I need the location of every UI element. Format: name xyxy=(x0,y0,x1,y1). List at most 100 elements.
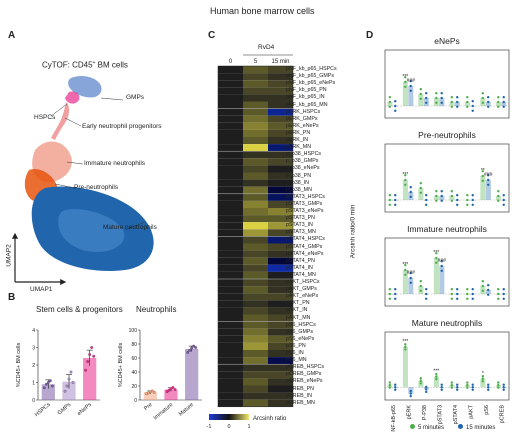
heatmap-cell-28-2 xyxy=(268,264,293,272)
panel-d-point-0-4-1-1 xyxy=(456,100,459,104)
panel-d-point-2-1-0-0 xyxy=(404,273,407,276)
panel-d-point-2-0-0-1 xyxy=(388,292,392,296)
heatmap-row-label: p_p38_MN xyxy=(286,186,312,193)
heatmap-cell-29-0 xyxy=(218,271,243,279)
heatmap-row-label: pSTAT3_eNePs xyxy=(286,208,324,214)
legend-15min-swatch xyxy=(458,424,463,429)
heatmap-row-label: pAKT_MN xyxy=(286,314,311,321)
panel-d-point-0-6-1-1 xyxy=(487,100,490,104)
heatmap-col-label-1: 5 xyxy=(254,59,258,65)
heatmap-row-label: pSTAT3_PN xyxy=(286,215,315,222)
umap-pointer-hspcs xyxy=(50,103,68,117)
heatmap-cell-31-2 xyxy=(268,286,293,294)
panel-d-bar-0-1-0 xyxy=(402,82,408,106)
heatmap-row-label: pNF_kb_p65_PN xyxy=(286,87,327,94)
panel-d-bar-2-6-1 xyxy=(485,290,491,294)
panel-d-point-0-0-0-1 xyxy=(388,100,392,104)
stem-ylabel: %CD45+ BM cells xyxy=(16,343,22,388)
umap-label-mature: Mature neutrophils xyxy=(103,224,157,231)
panel-d-bar-1-4-0 xyxy=(449,196,455,200)
panel-d-point-1-6-1-2 xyxy=(487,174,490,177)
stem-point-2-0 xyxy=(84,368,88,372)
panel-d-point-1-1-1-1 xyxy=(409,190,412,194)
colorbar-label: Arcsinh ratio xyxy=(253,416,287,422)
heatmap-cell-14-2 xyxy=(268,165,293,173)
panel-d-bar-3-1-0 xyxy=(402,346,408,388)
heatmap-header: RvD4 xyxy=(258,44,275,51)
heatmap-cell-35-2 xyxy=(268,314,293,322)
heatmap-row-label: pSTAT4_PN xyxy=(286,257,315,264)
heatmap-row-label: pS6_IN xyxy=(286,350,304,356)
heatmap-cell-20-0 xyxy=(218,208,243,216)
heatmap-cell-17-0 xyxy=(218,186,243,194)
neut-point-1-0 xyxy=(165,390,169,393)
chart-stem-cells: 0 1 2 3 4 %CD45+ BM cells HSPCs GMPs eNePs xyxy=(16,328,100,418)
heatmap-cell-16-1 xyxy=(243,179,268,187)
panel-d-point-2-1-1-0 xyxy=(409,281,412,284)
panel-d-bar-1-6-0 xyxy=(480,176,486,200)
panel-d-sig-0-1-0: *** xyxy=(402,74,408,80)
panel-d-point-1-1-1-0 xyxy=(409,195,412,198)
neut-point-2-2 xyxy=(190,346,194,350)
heatmap-cell-43-2 xyxy=(268,371,293,379)
neut-point-0-4 xyxy=(152,390,156,394)
heatmap-row-label: p_p38_PN xyxy=(286,172,312,179)
panel-d-point-2-2-1-2 xyxy=(425,288,428,291)
heatmap-row-label: p_p38_HSPCs xyxy=(286,151,322,158)
heatmap-cell-1-0 xyxy=(218,73,243,81)
heatmap-cell-36-1 xyxy=(243,321,268,329)
heatmap-cell-27-2 xyxy=(268,257,293,265)
panel-d-point-1-0-0-2 xyxy=(388,194,392,197)
legend-5min-swatch xyxy=(410,424,415,429)
panel-d-point-3-0-1-0 xyxy=(394,388,397,391)
panel-d-point-0-4-1-0 xyxy=(456,105,459,109)
heatmap-cell-26-1 xyxy=(243,250,268,258)
heatmap-cell-10-1 xyxy=(243,137,268,145)
heatmap-cell-38-0 xyxy=(218,335,243,343)
panel-d-point-1-2-1-0 xyxy=(425,203,428,206)
neut-point-0-3 xyxy=(150,389,154,393)
stem-xtick-label-1: GMPs xyxy=(57,402,73,417)
heatmap-cell-39-1 xyxy=(243,342,268,350)
figure-title: Human bone marrow cells xyxy=(210,6,315,16)
neut-bar-1 xyxy=(164,389,178,400)
panel-d-point-1-0-0-1 xyxy=(388,198,392,202)
panel-d-point-2-0-0-2 xyxy=(388,288,392,291)
panel-d-point-1-1-0-2 xyxy=(404,174,407,177)
stem-point-2-4 xyxy=(92,354,96,358)
panel-d-point-2-6-1-1 xyxy=(487,288,490,292)
heatmap-cell-16-2 xyxy=(268,179,293,187)
heatmap-cell-19-2 xyxy=(268,200,293,208)
panel-d-point-2-1-1-1 xyxy=(409,276,412,280)
panel-d-point-1-4-0-0 xyxy=(450,199,454,202)
heatmap-row-label: pAKT_PN xyxy=(286,300,310,307)
panel-d-point-2-3-0-2 xyxy=(435,252,438,255)
heatmap-cell-16-0 xyxy=(218,179,243,187)
heatmap-cell-15-2 xyxy=(268,172,293,180)
heatmap-cell-47-0 xyxy=(218,399,243,407)
heatmap-cell-7-2 xyxy=(268,115,293,123)
panel-d-point-1-4-1-0 xyxy=(456,203,459,206)
panel-d-bar-0-5-0 xyxy=(464,102,470,106)
heatmap-row-label: pSTAT4_MN xyxy=(286,271,316,278)
heatmap-row-label: pSTAT4_HSPCs xyxy=(286,236,325,243)
heatmap-cell-46-1 xyxy=(243,392,268,400)
panel-d-point-1-5-0-0 xyxy=(466,203,469,206)
heatmap-row-label: pNF_kb_p65_IN xyxy=(286,94,325,101)
neut-point-2-0 xyxy=(186,351,190,354)
heatmap-cell-18-0 xyxy=(218,193,243,201)
panel-d-point-0-1-1-1 xyxy=(409,84,412,88)
panel-d-point-0-3-1-1 xyxy=(440,96,443,100)
panel-d-point-1-0-0-0 xyxy=(388,203,392,206)
heatmap-cell-26-2 xyxy=(268,250,293,258)
panel-d-point-1-1-1-2 xyxy=(409,186,412,189)
panel-d-point-3-1-0-2 xyxy=(404,343,407,346)
panel-d-point-1-7-1-0 xyxy=(502,203,505,206)
panel-d-bar-0-4-0 xyxy=(449,102,455,106)
panel-d-point-2-6-1-2 xyxy=(487,284,490,287)
panel-d-point-3-6-0-2 xyxy=(481,375,485,378)
panel-d-bar-0-1-1 xyxy=(408,86,414,106)
panel-d-point-3-3-0-0 xyxy=(435,377,438,381)
panel-d-point-3-4-0-0 xyxy=(450,386,454,389)
panel-d-sig-3-3-0: *** xyxy=(433,369,439,375)
